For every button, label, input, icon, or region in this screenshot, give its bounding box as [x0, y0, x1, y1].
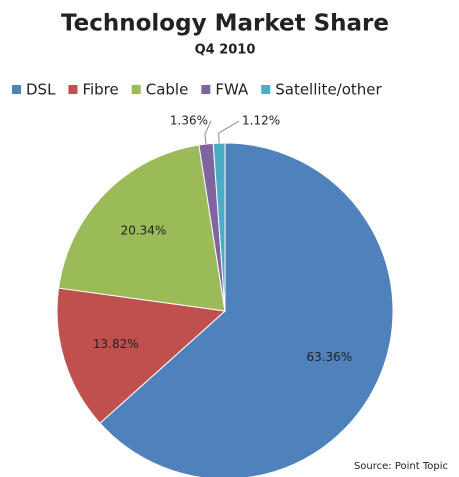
legend-label: Satellite/other — [275, 81, 382, 99]
legend-marker — [12, 85, 21, 94]
data-label: 13.82% — [93, 337, 139, 351]
pie-slice — [212, 142, 226, 312]
legend-marker — [261, 85, 271, 94]
legend-marker — [131, 85, 141, 94]
legend-label: DSL — [26, 81, 56, 99]
pie-slice — [56, 287, 227, 424]
leader-line — [204, 120, 212, 145]
source: Source: Point Topic — [354, 461, 448, 472]
legend-marker — [68, 85, 78, 94]
chart-title: Technology Market Share — [61, 11, 389, 37]
data-label: 63.36% — [306, 350, 352, 364]
legend-label: FWA — [215, 81, 249, 99]
chart-subtitle: Q4 2010 — [195, 43, 256, 58]
pie-slice — [99, 142, 394, 477]
pie-slice — [58, 144, 226, 312]
data-label: 1.12% — [242, 114, 280, 128]
leader-line — [218, 120, 240, 144]
data-label: 20.34% — [121, 223, 167, 237]
legend-label: Cable — [146, 81, 189, 99]
legend-label: Fibre — [82, 81, 118, 99]
data-label: 1.36% — [170, 114, 208, 128]
legend-marker — [201, 85, 211, 94]
